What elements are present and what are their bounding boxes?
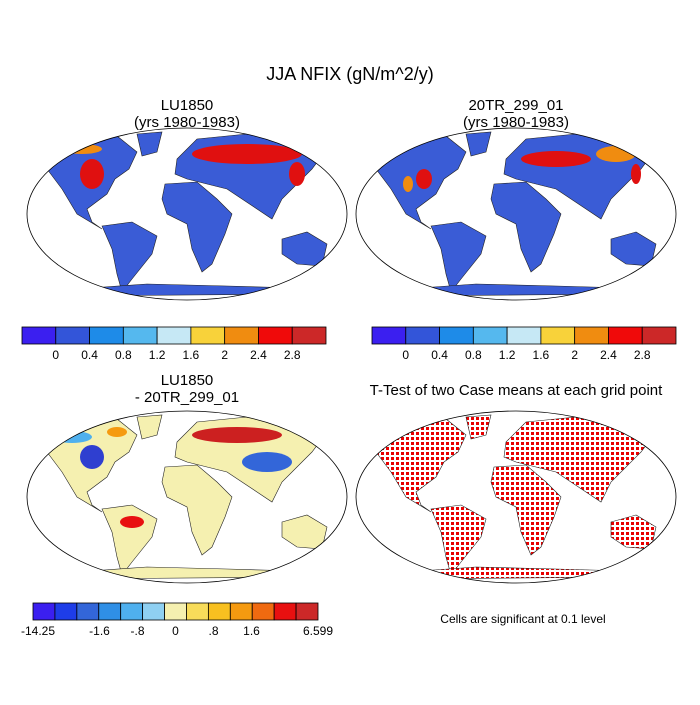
panel-subtitle: (yrs 1980-1983) [134, 114, 240, 131]
colorbar-swatch [405, 326, 440, 345]
colorbar-swatch [641, 326, 677, 345]
colorbar-swatch [258, 326, 293, 345]
colorbar-tick-label: 2.8 [634, 348, 651, 362]
colorbar-tick-label: -1.6 [89, 624, 110, 638]
colorbar-tick-label: 2 [571, 348, 578, 362]
map [26, 410, 348, 584]
colorbar-tick-label: 1.6 [183, 348, 200, 362]
colorbars: 0 0.4 0.8 1.2 1.6 2 2.4 2.8 0 0.4 0.8 1.2 1.6 2 2.4 2.8… [21, 326, 677, 638]
colorbar-swatch [21, 326, 57, 345]
colorbar-tick-label: .8 [208, 624, 218, 638]
colorbar-tick-label: 2 [221, 348, 228, 362]
colorbar-tick-label: 0.8 [465, 348, 482, 362]
panel-subtitle: (yrs 1980-1983) [463, 114, 569, 131]
colorbar-tick-label: 0 [172, 624, 179, 638]
colorbar-tick-label: 6.599 [303, 624, 333, 638]
colorbar-swatch [120, 602, 144, 621]
colorbar-swatch [76, 602, 100, 621]
panel-title: T-Test of two Case means at each grid po… [370, 382, 663, 399]
colorbar-swatch [190, 326, 226, 345]
colorbar-swatch [54, 602, 78, 621]
colorbar-tick-label: 1.2 [149, 348, 166, 362]
colorbar-swatch [122, 326, 158, 345]
colorbar-swatch [608, 326, 643, 345]
colorbar-tick-label: 0 [52, 348, 59, 362]
panel-title: LU1850 [161, 372, 214, 389]
colorbar-swatch [89, 326, 124, 345]
colorbar-tick-label: 1.2 [499, 348, 516, 362]
colorbar-tick-label: 0.4 [81, 348, 98, 362]
colorbar-swatch [273, 602, 297, 621]
map [355, 127, 677, 301]
panel-title: LU1850 [161, 97, 214, 114]
colorbar-swatch [371, 326, 407, 345]
panel-subtitle: - 20TR_299_01 [135, 389, 239, 406]
colorbar-tick-label: 1.6 [243, 624, 260, 638]
colorbar-tick-label: 0.4 [431, 348, 448, 362]
colorbar-swatch [186, 602, 209, 621]
colorbar-swatch [291, 326, 327, 345]
colorbar-tick-label: 0.8 [115, 348, 132, 362]
colorbar-swatch [55, 326, 90, 345]
map [26, 127, 348, 301]
colorbar-swatch [32, 602, 56, 621]
map [355, 410, 677, 584]
panel-title: 20TR_299_01 [468, 97, 563, 114]
colorbar-swatch [142, 602, 165, 621]
colorbar-tick-label: 2.4 [600, 348, 617, 362]
colorbar-tick-label: 2.8 [284, 348, 301, 362]
colorbar-tick-label: 1.6 [533, 348, 550, 362]
colorbar-swatch [207, 602, 231, 621]
colorbar-swatch [439, 326, 474, 345]
colorbar-swatch [506, 326, 542, 345]
colorbar-tick-label: 0 [402, 348, 409, 362]
colorbar-tick-label: 2.4 [250, 348, 267, 362]
note: Cells are significant at 0.1 level [440, 612, 605, 626]
colorbar-swatch [229, 602, 253, 621]
colorbar-swatch [574, 326, 609, 345]
colorbar-swatch [164, 602, 187, 621]
colorbar-swatch [224, 326, 259, 345]
colorbar-swatch [295, 602, 319, 621]
colorbar-tick-label: -.8 [130, 624, 144, 638]
colorbar-swatch [156, 326, 192, 345]
colorbar-swatch [472, 326, 508, 345]
colorbar-swatch [98, 602, 122, 621]
colorbar-tick-label: -14.25 [21, 624, 55, 638]
colorbar-swatch [540, 326, 576, 345]
colorbar-swatch [251, 602, 275, 621]
figure-title: JJA NFIX (gN/m^2/y) [266, 64, 433, 84]
